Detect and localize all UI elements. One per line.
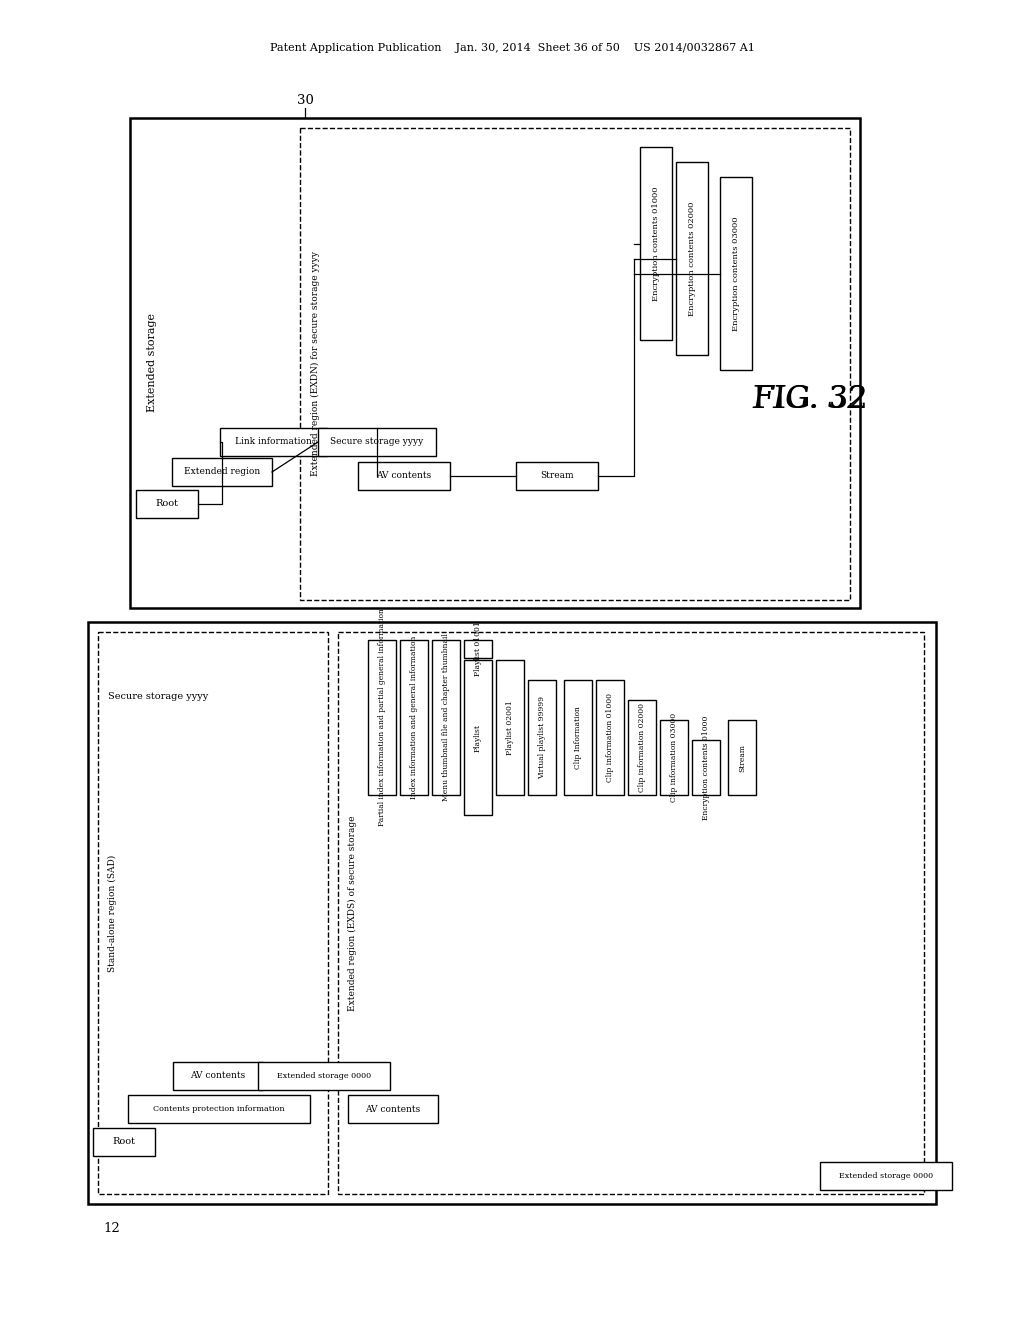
Bar	[318, 428, 436, 455]
Text: Extended region (EXDN) for secure storage yyyy: Extended region (EXDN) for secure storag…	[310, 252, 319, 477]
Text: Stand-alone region (SAD): Stand-alone region (SAD)	[108, 854, 117, 972]
Text: Encryption contents 02000: Encryption contents 02000	[688, 202, 696, 315]
Bar	[93, 1129, 155, 1156]
Text: Root: Root	[113, 1138, 135, 1147]
Text: Encryption contents 01000: Encryption contents 01000	[652, 186, 660, 301]
Text: Clip Information: Clip Information	[574, 706, 582, 770]
Bar	[464, 640, 492, 657]
Text: Extended region: Extended region	[184, 467, 260, 477]
Text: Clip information 03000: Clip information 03000	[670, 713, 678, 803]
Bar	[358, 462, 450, 490]
Text: Clip information 02000: Clip information 02000	[638, 704, 646, 792]
Text: AV contents: AV contents	[377, 471, 432, 480]
Text: FIG. 32: FIG. 32	[753, 384, 867, 416]
Bar	[464, 660, 492, 814]
Text: 12: 12	[103, 1222, 121, 1236]
Bar	[640, 147, 672, 341]
Text: Encryption contents 01000: Encryption contents 01000	[702, 715, 710, 820]
Text: Patent Application Publication    Jan. 30, 2014  Sheet 36 of 50    US 2014/00328: Patent Application Publication Jan. 30, …	[269, 44, 755, 53]
Text: Extended region (EXDS) of secure storage: Extended region (EXDS) of secure storage	[347, 816, 356, 1011]
Text: Root: Root	[156, 499, 178, 508]
Bar	[172, 458, 272, 486]
Text: AV contents: AV contents	[366, 1105, 421, 1114]
Bar	[128, 1096, 310, 1123]
Text: FIG. 32: FIG. 32	[753, 384, 867, 416]
Bar	[516, 462, 598, 490]
Bar	[596, 680, 624, 795]
Bar	[528, 680, 556, 795]
Text: Stream: Stream	[541, 471, 573, 480]
Text: Menu thumbnail file and chapter thumbnail: Menu thumbnail file and chapter thumbnai…	[442, 634, 450, 801]
Text: Secure storage yyyy: Secure storage yyyy	[108, 692, 208, 701]
Text: Clip information 01000: Clip information 01000	[606, 693, 614, 781]
Text: Stream: Stream	[738, 743, 746, 771]
Bar	[676, 162, 708, 355]
Bar	[820, 1162, 952, 1191]
Bar	[720, 177, 752, 370]
Text: AV contents: AV contents	[190, 1072, 246, 1081]
Text: Extended storage: Extended storage	[147, 314, 157, 412]
Text: Virtual playlist 99999: Virtual playlist 99999	[538, 696, 546, 779]
Bar	[173, 1063, 263, 1090]
Text: Playlist 01001: Playlist 01001	[474, 622, 482, 676]
Bar	[368, 640, 396, 795]
Text: Contents protection information: Contents protection information	[154, 1105, 285, 1113]
Bar	[88, 622, 936, 1204]
Text: Secure storage yyyy: Secure storage yyyy	[331, 437, 424, 446]
Bar	[692, 741, 720, 795]
Bar	[496, 660, 524, 795]
Bar	[432, 640, 460, 795]
Bar	[728, 719, 756, 795]
Bar	[338, 632, 924, 1195]
Text: Index information and general information: Index information and general informatio…	[410, 636, 418, 799]
Bar	[98, 632, 328, 1195]
Bar	[660, 719, 688, 795]
Text: Extended storage 0000: Extended storage 0000	[839, 1172, 933, 1180]
Bar	[136, 490, 198, 517]
Bar	[400, 640, 428, 795]
Bar	[564, 680, 592, 795]
Text: Extended storage 0000: Extended storage 0000	[276, 1072, 371, 1080]
Bar	[130, 117, 860, 609]
Bar	[348, 1096, 438, 1123]
Bar	[258, 1063, 390, 1090]
Bar	[300, 128, 850, 601]
Text: 30: 30	[297, 94, 313, 107]
Bar	[628, 700, 656, 795]
Text: Partial index information and partial general information: Partial index information and partial ge…	[378, 609, 386, 826]
Bar	[220, 428, 327, 455]
Text: Link information: Link information	[236, 437, 312, 446]
Text: Encryption contents 03000: Encryption contents 03000	[732, 216, 740, 331]
Text: Playlist 02001: Playlist 02001	[506, 700, 514, 755]
Text: Playlist: Playlist	[474, 723, 482, 751]
